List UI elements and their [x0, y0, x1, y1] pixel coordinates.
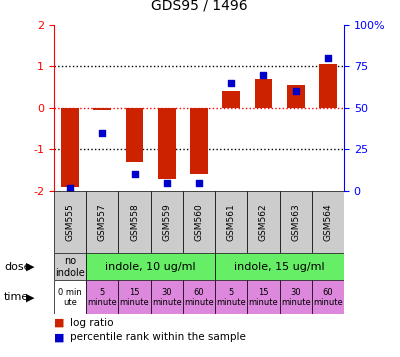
Point: [99, 130, 106, 136]
Text: GSM564: GSM564: [323, 203, 332, 241]
Point: [131, 171, 138, 177]
Bar: [312, 280, 344, 314]
Bar: [190, 108, 208, 174]
Text: 15
minute: 15 minute: [248, 287, 278, 307]
Text: GSM559: GSM559: [162, 203, 171, 241]
Text: 30
minute: 30 minute: [281, 287, 310, 307]
Bar: [183, 191, 215, 253]
Bar: [183, 280, 215, 314]
Bar: [126, 108, 144, 162]
Bar: [254, 79, 272, 108]
Text: ■: ■: [54, 318, 64, 328]
Bar: [54, 280, 86, 314]
Point: [292, 89, 299, 94]
Text: GSM558: GSM558: [130, 203, 139, 241]
Text: time: time: [4, 292, 29, 302]
Bar: [94, 108, 111, 110]
Text: ▶: ▶: [26, 262, 34, 272]
Bar: [151, 280, 183, 314]
Text: 60
minute: 60 minute: [313, 287, 343, 307]
Text: 0 min
ute: 0 min ute: [58, 287, 82, 307]
Text: ▶: ▶: [26, 292, 34, 302]
Bar: [118, 280, 151, 314]
Point: [228, 80, 234, 86]
Text: 15
minute: 15 minute: [120, 287, 150, 307]
Bar: [215, 253, 344, 280]
Bar: [287, 85, 304, 108]
Bar: [54, 253, 86, 280]
Point: [67, 185, 73, 191]
Bar: [215, 191, 247, 253]
Text: GSM555: GSM555: [66, 203, 75, 241]
Text: ■: ■: [54, 332, 64, 342]
Text: dose: dose: [4, 262, 30, 272]
Text: no
indole: no indole: [55, 256, 85, 278]
Bar: [86, 253, 215, 280]
Bar: [215, 280, 247, 314]
Bar: [312, 191, 344, 253]
Bar: [61, 108, 79, 187]
Text: GSM560: GSM560: [194, 203, 204, 241]
Text: 5
minute: 5 minute: [88, 287, 117, 307]
Bar: [247, 191, 280, 253]
Point: [260, 72, 267, 78]
Point: [164, 180, 170, 186]
Text: GSM561: GSM561: [227, 203, 236, 241]
Text: 5
minute: 5 minute: [216, 287, 246, 307]
Bar: [222, 91, 240, 108]
Bar: [158, 108, 176, 178]
Bar: [247, 280, 280, 314]
Point: [196, 180, 202, 186]
Bar: [54, 191, 86, 253]
Bar: [280, 191, 312, 253]
Bar: [86, 280, 118, 314]
Bar: [86, 191, 118, 253]
Text: 30
minute: 30 minute: [152, 287, 182, 307]
Bar: [118, 191, 151, 253]
Text: indole, 10 ug/ml: indole, 10 ug/ml: [105, 262, 196, 272]
Text: percentile rank within the sample: percentile rank within the sample: [70, 332, 246, 342]
Text: log ratio: log ratio: [70, 318, 114, 328]
Point: [325, 55, 331, 61]
Text: indole, 15 ug/ml: indole, 15 ug/ml: [234, 262, 325, 272]
Text: GDS95 / 1496: GDS95 / 1496: [151, 0, 247, 12]
Text: GSM563: GSM563: [291, 203, 300, 241]
Bar: [280, 280, 312, 314]
Bar: [151, 191, 183, 253]
Bar: [319, 64, 337, 108]
Text: GSM562: GSM562: [259, 203, 268, 241]
Text: GSM557: GSM557: [98, 203, 107, 241]
Text: 60
minute: 60 minute: [184, 287, 214, 307]
